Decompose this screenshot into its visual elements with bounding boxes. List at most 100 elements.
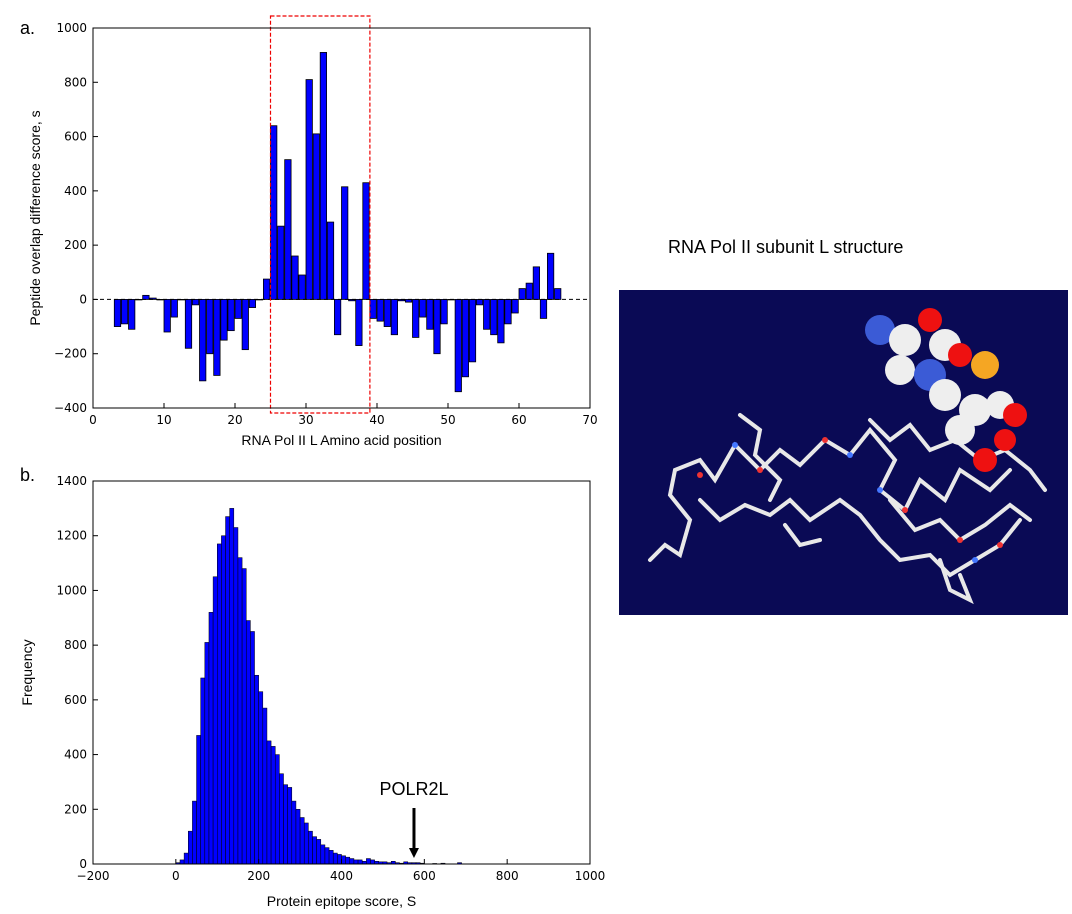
bar bbox=[228, 299, 234, 330]
bar bbox=[299, 275, 305, 299]
bar bbox=[356, 299, 362, 345]
bar bbox=[171, 299, 177, 317]
bar bbox=[285, 160, 291, 300]
bar bbox=[200, 299, 206, 380]
histogram-bar bbox=[275, 755, 279, 864]
histogram-bar bbox=[313, 837, 317, 864]
histogram-bar bbox=[296, 809, 300, 864]
x-tick-label: 40 bbox=[369, 413, 384, 427]
bar bbox=[455, 299, 461, 391]
bar bbox=[192, 299, 198, 304]
y-tick-label: −400 bbox=[54, 401, 87, 415]
x-axis-label: RNA Pol II L Amino acid position bbox=[241, 432, 441, 448]
y-tick-label: 800 bbox=[64, 638, 87, 652]
bar bbox=[121, 299, 127, 323]
bar bbox=[249, 299, 255, 307]
x-tick-label: 20 bbox=[227, 413, 242, 427]
bar bbox=[505, 299, 511, 323]
bar bbox=[327, 222, 333, 299]
y-tick-label: 600 bbox=[64, 130, 87, 144]
x-tick-label: 0 bbox=[89, 413, 97, 427]
histogram-bar bbox=[308, 831, 312, 864]
bar bbox=[185, 299, 191, 348]
histogram-bar bbox=[366, 859, 370, 864]
y-tick-label: 600 bbox=[64, 693, 87, 707]
bar bbox=[547, 253, 553, 299]
histogram-bar bbox=[325, 848, 329, 864]
histogram-bar bbox=[370, 860, 374, 864]
histogram-bar bbox=[354, 860, 358, 864]
x-tick-label: 30 bbox=[298, 413, 313, 427]
y-tick-label: 0 bbox=[79, 292, 87, 306]
bar bbox=[434, 299, 440, 353]
bar bbox=[476, 299, 482, 304]
structure-title: RNA Pol II subunit L structure bbox=[668, 237, 903, 257]
histogram-bar bbox=[259, 692, 263, 864]
x-tick-label: 200 bbox=[247, 869, 270, 883]
bar bbox=[462, 299, 468, 376]
histogram-bar bbox=[188, 831, 192, 864]
x-tick-label: −200 bbox=[77, 869, 110, 883]
x-tick-label: 10 bbox=[156, 413, 171, 427]
bar bbox=[363, 183, 369, 300]
bar bbox=[420, 299, 426, 317]
bar bbox=[164, 299, 170, 332]
histogram-bar bbox=[321, 845, 325, 864]
histogram-bar bbox=[250, 631, 254, 864]
bar bbox=[491, 299, 497, 334]
histogram-bar bbox=[217, 544, 221, 864]
bar bbox=[263, 279, 269, 299]
bar bbox=[512, 299, 518, 313]
histogram-bar bbox=[230, 508, 234, 864]
histogram-bar bbox=[329, 850, 333, 864]
bar bbox=[214, 299, 220, 375]
structure-image bbox=[619, 290, 1068, 615]
bar bbox=[221, 299, 227, 340]
bar bbox=[129, 299, 135, 329]
histogram-bar bbox=[205, 642, 209, 864]
histogram-bar bbox=[337, 854, 341, 864]
bar bbox=[292, 256, 298, 299]
histogram-bar bbox=[226, 517, 230, 864]
bar bbox=[519, 289, 525, 300]
y-tick-label: 200 bbox=[64, 802, 87, 816]
y-tick-label: 400 bbox=[64, 184, 87, 198]
histogram-bar bbox=[333, 853, 337, 864]
arrow-head bbox=[409, 848, 419, 858]
bar bbox=[498, 299, 504, 342]
x-tick-label: 50 bbox=[440, 413, 455, 427]
histogram-bar bbox=[288, 787, 292, 864]
histogram-bar bbox=[263, 708, 267, 864]
histogram-bar bbox=[284, 785, 288, 864]
histogram-bar bbox=[238, 558, 242, 864]
bar bbox=[334, 299, 340, 334]
bar bbox=[555, 289, 561, 300]
bar bbox=[242, 299, 248, 349]
histogram-bar bbox=[209, 612, 213, 864]
bar bbox=[540, 299, 546, 318]
bar bbox=[370, 299, 376, 318]
bar bbox=[207, 299, 213, 353]
bar bbox=[114, 299, 120, 326]
histogram-bar bbox=[317, 839, 321, 864]
histogram-bar bbox=[201, 678, 205, 864]
y-tick-label: −200 bbox=[54, 347, 87, 361]
histogram-bar bbox=[213, 577, 217, 864]
histogram-bar bbox=[271, 746, 275, 864]
panel-label: a. bbox=[20, 18, 35, 38]
x-tick-label: 800 bbox=[496, 869, 519, 883]
x-tick-label: 0 bbox=[172, 869, 180, 883]
panel-label: b. bbox=[20, 465, 35, 485]
y-axis-label: Peptide overlap difference score, s bbox=[27, 110, 43, 325]
bar bbox=[391, 299, 397, 334]
histogram-bar bbox=[234, 528, 238, 864]
histogram-bar bbox=[255, 675, 259, 864]
plot-frame bbox=[93, 481, 590, 864]
histogram-bar bbox=[292, 801, 296, 864]
x-tick-label: 600 bbox=[413, 869, 436, 883]
y-tick-label: 400 bbox=[64, 748, 87, 762]
bar bbox=[484, 299, 490, 329]
histogram-bar bbox=[358, 860, 362, 864]
histogram-bar bbox=[221, 536, 225, 864]
y-tick-label: 200 bbox=[64, 238, 87, 252]
